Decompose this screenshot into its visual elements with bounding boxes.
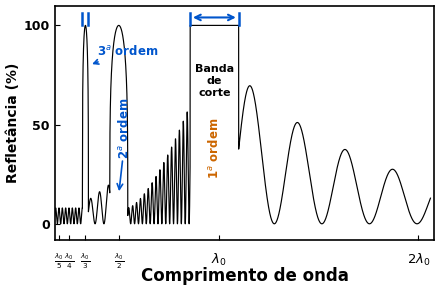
Text: $\frac{\lambda_0}{5}$: $\frac{\lambda_0}{5}$	[54, 252, 64, 271]
Text: $\frac{\lambda_0}{2}$: $\frac{\lambda_0}{2}$	[114, 252, 124, 271]
Text: 1$^a$ ordem: 1$^a$ ordem	[207, 118, 221, 179]
Text: 2$^a$ ordem: 2$^a$ ordem	[117, 98, 131, 159]
Text: 3$^a$ ordem: 3$^a$ ordem	[94, 44, 158, 64]
X-axis label: Comprimento de onda: Comprimento de onda	[141, 267, 348, 285]
Text: $\lambda_0$: $\lambda_0$	[211, 252, 227, 268]
Text: $\frac{\lambda_0}{3}$: $\frac{\lambda_0}{3}$	[81, 252, 91, 271]
Y-axis label: Refletância (%): Refletância (%)	[6, 63, 19, 183]
Text: $2\lambda_0$: $2\lambda_0$	[407, 252, 430, 268]
Text: Banda
de
corte: Banda de corte	[195, 63, 234, 98]
Text: $\frac{\lambda_0}{4}$: $\frac{\lambda_0}{4}$	[64, 252, 74, 271]
